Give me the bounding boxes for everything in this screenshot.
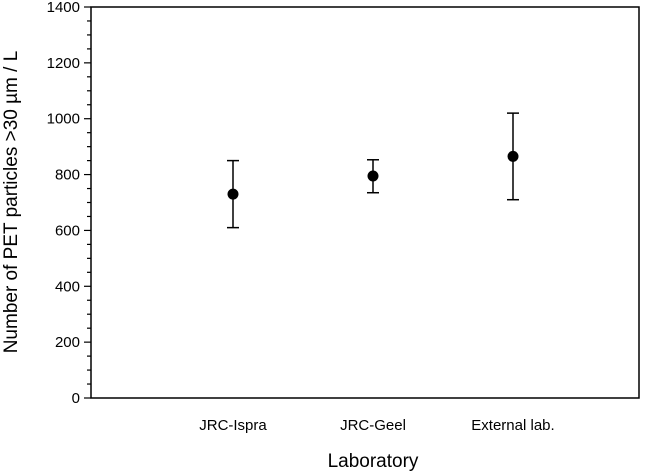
x-tick-label: JRC-Ispra [199, 417, 267, 434]
y-tick-label: 600 [55, 222, 80, 239]
y-tick-label: 1000 [47, 111, 80, 128]
y-ticks: 0 200 400 600 800 1000 1200 1400 [47, 0, 91, 407]
axes [90, 6, 640, 399]
x-axis-title: Laboratory [328, 451, 419, 471]
y-axis-title: Number of PET particles >30 µm / L [1, 51, 22, 354]
x-ticks: JRC-Ispra JRC-Geel External lab. [199, 417, 554, 434]
y-tick-label: 1400 [47, 0, 80, 16]
x-tick-label: JRC-Geel [340, 417, 406, 434]
y-tick-label: 0 [72, 390, 80, 407]
y-tick-label: 800 [55, 167, 80, 184]
data-point [367, 170, 379, 182]
data-marks [227, 112, 519, 229]
plot-frame [90, 6, 640, 399]
data-point [507, 150, 519, 162]
y-tick-label: 200 [55, 334, 80, 351]
y-tick-label: 1200 [47, 55, 80, 72]
data-point [227, 188, 239, 200]
x-tick-label: External lab. [471, 417, 554, 434]
y-tick-label: 400 [55, 278, 80, 295]
